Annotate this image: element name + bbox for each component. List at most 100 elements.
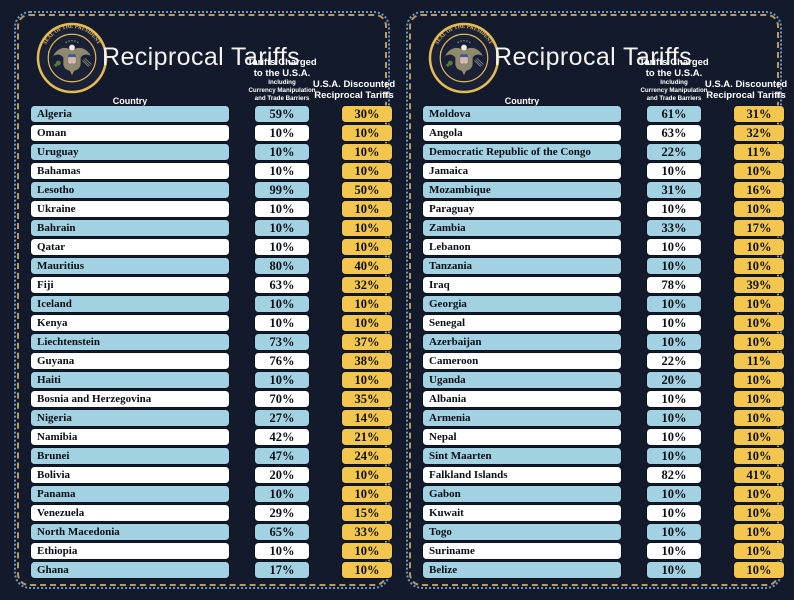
charged-tariff-cell: 10% [647, 448, 701, 464]
discounted-tariff-cell: 10% [342, 296, 392, 312]
charged-tariff-cell: 10% [255, 220, 309, 236]
charged-tariff-cell: 82% [647, 467, 701, 483]
charged-tariff-cell: 17% [255, 562, 309, 578]
table-row: Moldova 61% 31% [423, 106, 784, 122]
discounted-tariff-cell: 10% [734, 334, 784, 350]
charged-tariff-cell: 10% [647, 201, 701, 217]
discounted-tariff-cell: 32% [734, 125, 784, 141]
discounted-tariff-cell: 10% [734, 163, 784, 179]
discounted-tariff-cell: 33% [342, 524, 392, 540]
country-cell: Mozambique [423, 182, 621, 198]
charged-tariff-cell: 42% [255, 429, 309, 445]
country-cell: Azerbaijan [423, 334, 621, 350]
country-cell: Paraguay [423, 201, 621, 217]
country-cell: Algeria [31, 106, 229, 122]
discounted-tariff-cell: 10% [734, 391, 784, 407]
charged-tariff-cell: 10% [255, 201, 309, 217]
discounted-tariff-cell: 11% [734, 144, 784, 160]
discounted-tariff-cell: 32% [342, 277, 392, 293]
table-row: Qatar 10% 10% [31, 239, 392, 255]
discounted-tariff-cell: 10% [734, 258, 784, 274]
country-cell: Bolivia [31, 467, 229, 483]
table-row: Zambia 33% 17% [423, 220, 784, 236]
header-line: Reciprocal Tariffs [314, 90, 394, 102]
table-row: Democratic Republic of the Congo 22% 11% [423, 144, 784, 160]
charged-tariff-cell: 10% [647, 562, 701, 578]
presidential-seal-icon: SEAL OF THE PRESIDENT OF THE UNITED STAT… [36, 22, 108, 94]
discounted-tariff-cell: 10% [734, 505, 784, 521]
discounted-tariff-cell: 15% [342, 505, 392, 521]
discounted-tariff-cell: 30% [342, 106, 392, 122]
charged-tariff-cell: 70% [255, 391, 309, 407]
table-row: Iceland 10% 10% [31, 296, 392, 312]
table-row: Azerbaijan 10% 10% [423, 334, 784, 350]
country-cell: Namibia [31, 429, 229, 445]
country-cell: Iraq [423, 277, 621, 293]
country-cell: Belize [423, 562, 621, 578]
table-row: Ukraine 10% 10% [31, 201, 392, 217]
charged-tariff-cell: 10% [647, 163, 701, 179]
discounted-tariff-cell: 11% [734, 353, 784, 369]
charged-tariff-cell: 10% [647, 315, 701, 331]
header-line: Reciprocal Tariffs [706, 90, 786, 102]
tariff-board-right: SEAL OF THE PRESIDENT OF THE UNITED STAT… [406, 11, 787, 589]
table-row: Oman 10% 10% [31, 125, 392, 141]
discounted-tariff-cell: 10% [342, 201, 392, 217]
header-subline: Including [660, 79, 688, 87]
panel-title: Reciprocal Tariffs [494, 43, 693, 71]
country-cell: Togo [423, 524, 621, 540]
charged-tariff-cell: 33% [647, 220, 701, 236]
panel-title: Reciprocal Tariffs [102, 43, 301, 71]
discounted-tariff-cell: 10% [342, 220, 392, 236]
table-row: Togo 10% 10% [423, 524, 784, 540]
charged-tariff-cell: 10% [647, 334, 701, 350]
table-row: Fiji 63% 32% [31, 277, 392, 293]
table-row: Kenya 10% 10% [31, 315, 392, 331]
table-row: Falkland Islands 82% 41% [423, 467, 784, 483]
country-cell: Uruguay [31, 144, 229, 160]
table-row: Mauritius 80% 40% [31, 258, 392, 274]
charged-tariff-cell: 10% [255, 315, 309, 331]
country-cell: Tanzania [423, 258, 621, 274]
country-cell: Angola [423, 125, 621, 141]
table-row: Albania 10% 10% [423, 391, 784, 407]
header-subline: and Trade Barriers [254, 94, 310, 102]
country-cell: Brunei [31, 448, 229, 464]
table-row: Sint Maarten 10% 10% [423, 448, 784, 464]
discounted-tariff-cell: 10% [342, 467, 392, 483]
charged-tariff-cell: 78% [647, 277, 701, 293]
header-subline: Currency Manipulation [640, 87, 708, 95]
discounted-tariff-cell: 10% [342, 486, 392, 502]
discounted-tariff-cell: 35% [342, 391, 392, 407]
charged-tariff-cell: 10% [647, 239, 701, 255]
table-row: Nepal 10% 10% [423, 429, 784, 445]
table-row: Bolivia 20% 10% [31, 467, 392, 483]
discounted-tariff-cell: 24% [342, 448, 392, 464]
discounted-tariff-cell: 10% [734, 315, 784, 331]
discounted-tariff-cell: 10% [342, 125, 392, 141]
table-row: Bahrain 10% 10% [31, 220, 392, 236]
table-row: Uruguay 10% 10% [31, 144, 392, 160]
charged-tariff-cell: 31% [647, 182, 701, 198]
discounted-tariff-cell: 10% [734, 486, 784, 502]
charged-tariff-cell: 10% [255, 125, 309, 141]
charged-tariff-cell: 59% [255, 106, 309, 122]
charged-tariff-cell: 73% [255, 334, 309, 350]
table-row: Angola 63% 32% [423, 125, 784, 141]
discounted-tariff-cell: 10% [734, 372, 784, 388]
charged-tariff-cell: 65% [255, 524, 309, 540]
table-row: North Macedonia 65% 33% [31, 524, 392, 540]
discounted-tariff-cell: 50% [342, 182, 392, 198]
charged-tariff-cell: 10% [647, 410, 701, 426]
table-row: Iraq 78% 39% [423, 277, 784, 293]
charged-tariff-cell: 10% [647, 296, 701, 312]
discounted-tariff-cell: 17% [734, 220, 784, 236]
table-row: Brunei 47% 24% [31, 448, 392, 464]
discounted-tariff-cell: 10% [734, 410, 784, 426]
country-cell: Nepal [423, 429, 621, 445]
charged-tariff-cell: 20% [647, 372, 701, 388]
discounted-tariff-cell: 10% [734, 201, 784, 217]
charged-tariff-cell: 29% [255, 505, 309, 521]
country-cell: North Macedonia [31, 524, 229, 540]
discounted-tariff-cell: 10% [734, 543, 784, 559]
